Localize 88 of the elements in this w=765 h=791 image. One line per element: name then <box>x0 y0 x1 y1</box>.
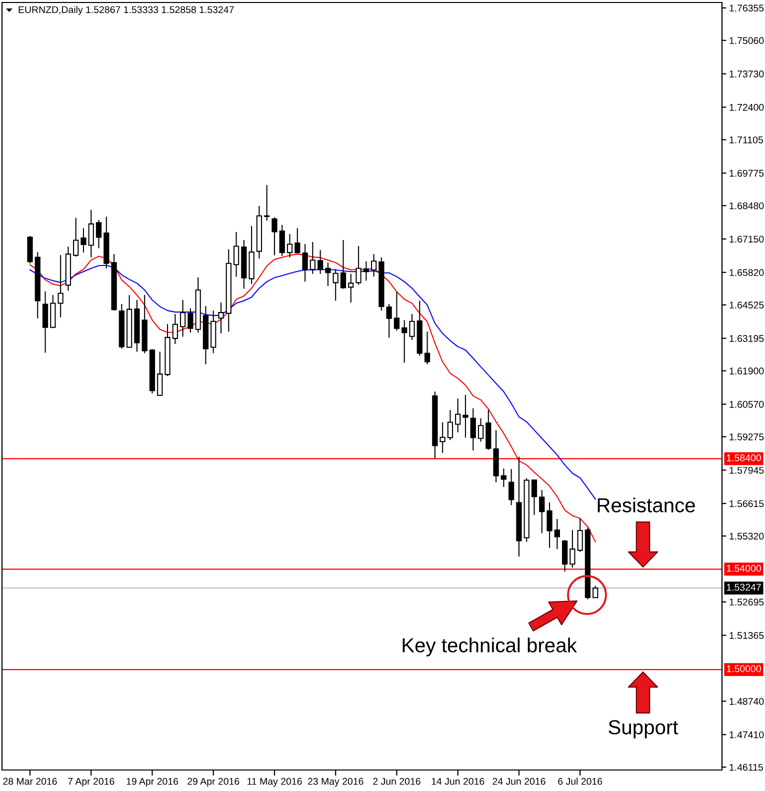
candlestick <box>58 254 64 318</box>
candlestick <box>310 241 316 274</box>
candlestick <box>562 540 568 572</box>
candlestick <box>348 273 354 304</box>
candlestick <box>478 418 484 442</box>
x-tick-label: 29 Apr 2016 <box>188 778 240 787</box>
x-tick-label: 19 Apr 2016 <box>126 778 178 787</box>
y-tick-label: 1.64525 <box>730 302 764 309</box>
candlestick <box>539 490 545 534</box>
y-tick-label: 1.47410 <box>730 731 764 738</box>
x-tick-label: 11 May 2016 <box>247 778 302 787</box>
y-tick-label: 1.69775 <box>730 170 764 177</box>
candlestick <box>531 479 538 516</box>
candlestick <box>172 314 178 344</box>
x-tick-label: 2 Jun 2016 <box>373 778 420 785</box>
candlestick <box>455 398 461 433</box>
candlestick <box>570 529 576 568</box>
candlestick <box>88 209 94 258</box>
y-tick-label: 1.67150 <box>730 236 764 243</box>
text: Support <box>608 720 678 738</box>
y-tick-label: 1.56615 <box>730 500 764 508</box>
candlestick <box>218 302 224 334</box>
candlestick <box>356 246 362 286</box>
candlestick <box>370 254 377 278</box>
candlestick <box>286 233 293 258</box>
candlestick <box>302 244 308 282</box>
candlestick <box>409 314 415 340</box>
candlestick <box>500 468 506 488</box>
candlestick <box>340 239 346 290</box>
candlestick <box>325 262 331 286</box>
y-tick-label: 1.51365 <box>730 632 764 639</box>
y-tick-label: 1.73730 <box>730 70 764 78</box>
y-tick-label: 1.63195 <box>730 335 764 342</box>
candlestick <box>96 219 102 249</box>
candlestick <box>42 290 48 354</box>
ref-line-label: 1.58400 <box>726 454 761 462</box>
candlestick <box>394 291 400 332</box>
candlestick <box>318 250 324 274</box>
x-tick-label: 23 May 2016 <box>308 778 364 787</box>
candlestick <box>508 468 514 506</box>
y-tick-label: 1.68480 <box>730 202 764 210</box>
x-tick-label: 14 Jun 2016 <box>432 778 484 785</box>
candlestick <box>363 260 369 282</box>
y-tick-label: 1.52695 <box>730 598 764 606</box>
x-tick-label: 28 Mar 2016 <box>3 778 57 785</box>
y-tick-label: 1.72400 <box>730 104 764 111</box>
y-tick-label: 1.60570 <box>730 400 764 408</box>
candlestick <box>592 585 598 598</box>
ref-line-label: 1.53247 <box>726 584 761 591</box>
candlestick <box>440 422 446 454</box>
y-tick-label: 1.48740 <box>730 698 764 705</box>
y-tick-label: 1.57945 <box>730 466 764 474</box>
y-tick-label: 1.65820 <box>730 269 764 276</box>
candlestick <box>188 308 194 334</box>
candlestick <box>73 217 79 258</box>
candlestick <box>272 216 278 256</box>
x-tick-label: 7 Apr 2016 <box>68 778 114 787</box>
y-tick-label: 1.61900 <box>730 368 764 374</box>
ref-line-label: 1.54000 <box>726 564 761 572</box>
candlestick <box>554 518 560 550</box>
x-tick-label: 6 Jul 2016 <box>558 778 602 785</box>
y-tick-label: 1.76355 <box>730 4 764 12</box>
y-tick-label: 1.71105 <box>730 136 763 144</box>
candlestick <box>402 320 408 364</box>
candlestick <box>157 351 163 396</box>
y-tick-label: 1.75060 <box>730 37 764 44</box>
annotation: Resistance <box>598 498 695 512</box>
candlestick <box>233 231 240 278</box>
y-tick-label: 1.46115 <box>730 764 763 771</box>
x-tick-label: 24 Jun 2016 <box>492 778 546 785</box>
candlestick <box>279 224 285 257</box>
chart-title: EURNZD,Daily 1.52867 1.53333 1.52858 1.53247 <box>18 6 234 16</box>
y-tick-label: 1.59275 <box>730 433 764 440</box>
candlestick <box>470 408 476 451</box>
candlestick <box>180 299 186 338</box>
candlestick <box>424 331 430 365</box>
candlestick <box>264 184 270 222</box>
candlestick <box>546 502 552 548</box>
candlestick <box>294 228 300 254</box>
candlestick <box>577 518 583 552</box>
y-tick-label: 1.55320 <box>730 532 764 540</box>
candlestick <box>462 394 468 438</box>
candlestick <box>447 409 454 441</box>
annotation: Key technical break <box>402 638 577 656</box>
candlestick <box>332 268 338 302</box>
candlestick <box>386 304 392 338</box>
ref-line-label: 1.50000 <box>726 665 761 672</box>
candlestick <box>80 228 86 254</box>
